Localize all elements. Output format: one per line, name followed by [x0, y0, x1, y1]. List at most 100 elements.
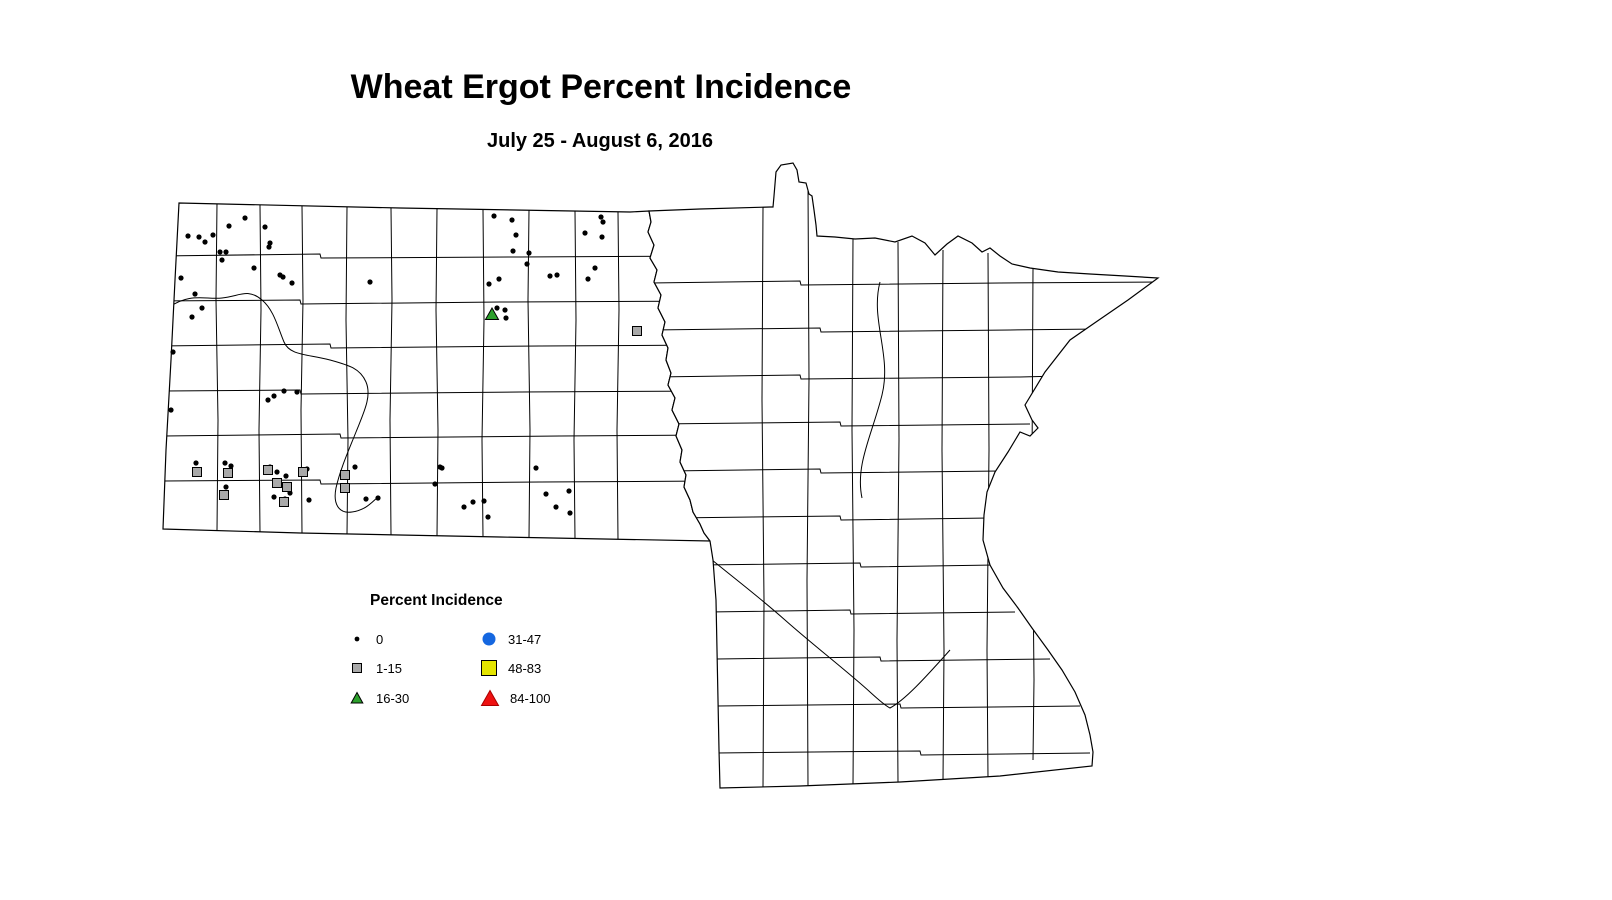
marker-0: [280, 274, 286, 280]
marker-1-15: [632, 326, 642, 336]
marker-1-15: [340, 483, 350, 493]
marker-0: [494, 305, 500, 311]
marker-0: [281, 388, 287, 394]
minnesota-county-lines: [648, 185, 1158, 788]
legend-label: 0: [376, 631, 384, 647]
legend-item-48-83: 48-83: [480, 658, 541, 678]
blue-circle-icon: [482, 632, 496, 646]
marker-0: [217, 249, 223, 255]
gray-square-icon: [352, 663, 362, 673]
legend-title: Percent Incidence: [370, 592, 503, 609]
marker-0: [554, 272, 560, 278]
green-triangle-icon: [350, 691, 364, 704]
legend-item-31-47: 31-47: [480, 629, 541, 649]
legend-item-16-30: 16-30: [348, 688, 409, 708]
marker-0: [223, 249, 229, 255]
marker-0: [222, 460, 228, 466]
marker-0: [524, 261, 530, 267]
marker-0: [582, 230, 588, 236]
marker-0: [485, 514, 491, 520]
page-title: Wheat Ergot Percent Incidence: [350, 68, 852, 106]
marker-1-15: [340, 470, 350, 480]
legend-item-1-15: 1-15: [348, 658, 402, 678]
marker-0: [510, 248, 516, 254]
legend-label: 1-15: [376, 660, 403, 676]
marker-0: [266, 244, 272, 250]
marker-0: [592, 265, 598, 271]
marker-0: [503, 315, 509, 321]
marker-0: [223, 484, 229, 490]
marker-0: [491, 213, 497, 219]
missouri-river-line: [167, 293, 379, 513]
marker-1-15: [219, 490, 229, 500]
marker-0: [543, 491, 549, 497]
page-subtitle: July 25 - August 6, 2016: [486, 130, 713, 152]
marker-1-15: [272, 478, 282, 488]
marker-0: [199, 305, 205, 311]
marker-0: [251, 265, 257, 271]
marker-0: [210, 232, 216, 238]
marker-0: [363, 496, 369, 502]
marker-0: [533, 465, 539, 471]
marker-0: [185, 233, 191, 239]
marker-0: [271, 494, 277, 500]
marker-0: [481, 498, 487, 504]
marker-1-15: [282, 482, 292, 492]
minnesota-outline: [647, 162, 1160, 789]
legend-label: 16-30: [376, 690, 410, 706]
marker-0: [262, 224, 268, 230]
marker-0: [193, 460, 199, 466]
small-black-dot-icon: [354, 636, 360, 642]
legend-item-84-100: 84-100: [480, 688, 550, 708]
marker-0: [599, 234, 605, 240]
marker-0: [219, 257, 225, 263]
marker-0: [439, 465, 445, 471]
legend-label: 48-83: [508, 660, 542, 676]
marker-1-15: [279, 497, 289, 507]
marker-0: [352, 464, 358, 470]
marker-0: [566, 488, 572, 494]
marker-0: [283, 473, 289, 479]
red-triangle-icon: [480, 689, 500, 706]
marker-0: [267, 240, 273, 246]
marker-0: [509, 217, 515, 223]
legend: Percent Incidence 0 1-15 16-30 31-47: [340, 588, 600, 718]
marker-0: [526, 250, 532, 256]
legend-item-0: 0: [348, 629, 383, 649]
marker-1-15: [223, 468, 233, 478]
marker-0: [178, 275, 184, 281]
marker-0: [202, 239, 208, 245]
marker-0: [375, 495, 381, 501]
marker-1-15: [192, 467, 202, 477]
yellow-square-icon: [481, 660, 497, 676]
mississippi-river-line: [859, 281, 886, 499]
marker-0: [461, 504, 467, 510]
marker-0: [470, 499, 476, 505]
marker-0: [271, 393, 277, 399]
marker-0: [513, 232, 519, 238]
marker-0: [367, 279, 373, 285]
marker-0: [189, 314, 195, 320]
marker-0: [289, 280, 295, 286]
marker-0: [585, 276, 591, 282]
marker-0: [294, 389, 300, 395]
marker-0: [265, 397, 271, 403]
marker-0: [192, 291, 198, 297]
incidence-markers-layer: [168, 213, 642, 520]
marker-0: [306, 497, 312, 503]
marker-0: [496, 276, 502, 282]
marker-0: [170, 349, 176, 355]
marker-0: [242, 215, 248, 221]
marker-0: [432, 481, 438, 487]
legend-label: 84-100: [510, 690, 551, 706]
marker-0: [486, 281, 492, 287]
marker-0: [274, 469, 280, 475]
marker-1-15: [263, 465, 273, 475]
marker-0: [168, 407, 174, 413]
marker-0: [600, 219, 606, 225]
legend-label: 31-47: [508, 631, 542, 647]
marker-0: [598, 214, 604, 220]
minnesota-river-line: [705, 554, 951, 709]
